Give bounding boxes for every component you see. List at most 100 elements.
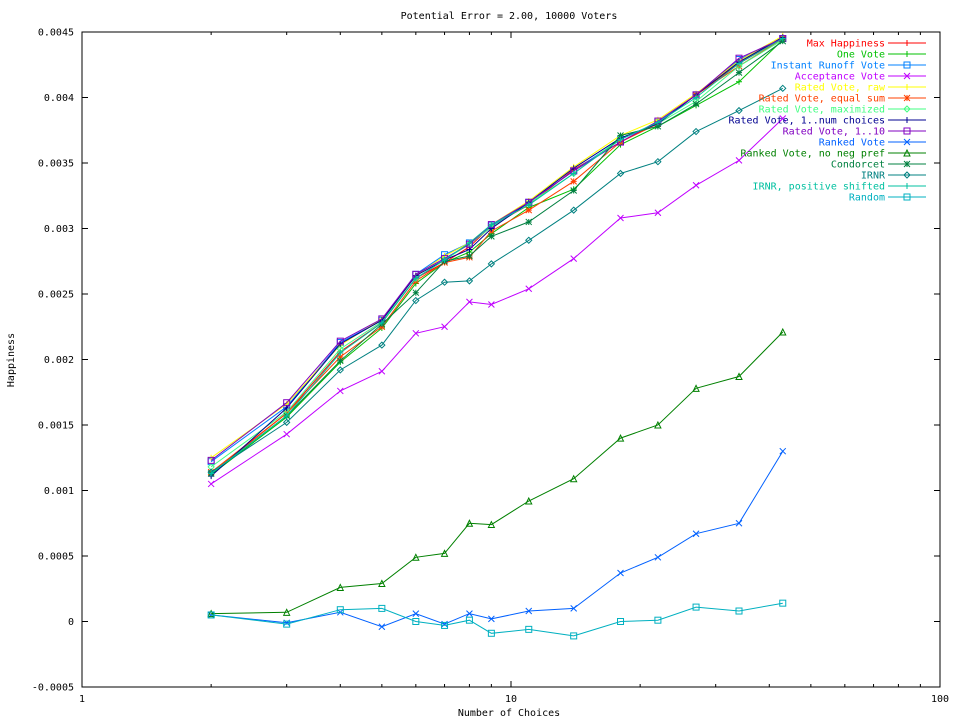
data-point bbox=[570, 632, 578, 640]
y-tick-label: 0 bbox=[68, 617, 74, 628]
legend-item: Rated Vote, 1..10 bbox=[783, 127, 926, 138]
data-point bbox=[412, 618, 420, 625]
data-point bbox=[736, 60, 743, 67]
data-point bbox=[207, 611, 215, 619]
data-point bbox=[525, 285, 533, 293]
legend-label: Rated Vote, raw bbox=[795, 83, 886, 94]
data-point bbox=[654, 122, 662, 130]
data-point bbox=[570, 177, 578, 185]
legend-label: Acceptance Vote bbox=[795, 72, 885, 83]
data-point bbox=[337, 349, 344, 356]
data-point bbox=[336, 606, 344, 614]
data-point bbox=[336, 387, 344, 395]
data-point bbox=[465, 277, 474, 285]
data-point bbox=[525, 607, 533, 615]
data-point bbox=[617, 569, 624, 577]
data-point bbox=[283, 620, 291, 628]
data-point bbox=[208, 470, 215, 477]
data-point bbox=[487, 260, 496, 268]
data-point bbox=[692, 127, 700, 136]
legend-marker bbox=[903, 148, 911, 157]
data-point bbox=[735, 607, 743, 615]
data-point bbox=[735, 519, 743, 527]
y-tick-label: 0.0025 bbox=[38, 290, 74, 301]
data-point bbox=[692, 603, 700, 611]
data-point bbox=[412, 553, 420, 561]
series-group bbox=[207, 35, 787, 464]
legend-item: Rated Vote, maximized bbox=[759, 105, 926, 116]
x-tick-label: 100 bbox=[931, 694, 949, 705]
data-point bbox=[525, 236, 533, 244]
legend-marker bbox=[903, 193, 911, 201]
legend-item: One Vote bbox=[837, 50, 926, 61]
legend-marker bbox=[903, 72, 911, 80]
y-tick-label: 0.002 bbox=[44, 355, 74, 366]
series-group bbox=[207, 115, 787, 488]
data-point bbox=[378, 579, 386, 588]
x-axis-ticks: 1 10 100 bbox=[79, 32, 949, 705]
data-point bbox=[336, 366, 344, 374]
x-tick-label: 10 bbox=[505, 694, 517, 705]
y-tick-label: 0.004 bbox=[44, 93, 74, 104]
legend-label: Rated Vote, maximized bbox=[759, 105, 885, 116]
data-point bbox=[488, 615, 495, 623]
data-point bbox=[617, 618, 625, 625]
data-point bbox=[412, 296, 420, 305]
data-point bbox=[336, 583, 345, 591]
data-point bbox=[735, 157, 743, 164]
y-tick-label: -0.0005 bbox=[32, 683, 74, 694]
data-point bbox=[692, 100, 700, 108]
data-point bbox=[692, 384, 700, 392]
data-point bbox=[378, 604, 386, 612]
data-point bbox=[283, 399, 291, 407]
data-point bbox=[378, 319, 385, 326]
data-point bbox=[487, 629, 495, 637]
data-point bbox=[617, 132, 624, 139]
legend-item: IRNR, positive shifted bbox=[753, 182, 926, 193]
data-point bbox=[466, 252, 473, 260]
y-tick-label: 0.0005 bbox=[38, 552, 74, 563]
data-point bbox=[524, 496, 533, 505]
data-point bbox=[412, 289, 420, 297]
data-point bbox=[207, 463, 215, 471]
data-point bbox=[412, 610, 420, 617]
legend-marker bbox=[904, 51, 910, 57]
y-axis-ticks: -0.0005 0 0.0005 0.001 0.0015 0.002 0.0025 0.00… bbox=[32, 28, 940, 694]
data-point bbox=[525, 218, 533, 226]
data-point bbox=[207, 456, 215, 464]
legend-item: Rated Vote, 1..num choices bbox=[728, 116, 926, 127]
legend-label: IRNR bbox=[861, 171, 886, 182]
data-point bbox=[282, 608, 291, 616]
series-group bbox=[207, 327, 787, 618]
legend-label: Instant Runoff Vote bbox=[771, 61, 885, 72]
legend-item: Ranked Vote bbox=[819, 138, 926, 149]
data-point bbox=[692, 530, 700, 538]
legend-marker bbox=[903, 127, 911, 135]
data-point bbox=[569, 206, 578, 214]
data-point bbox=[488, 221, 495, 228]
legend-label: IRNR, positive shifted bbox=[753, 182, 885, 193]
legend-item: IRNR bbox=[861, 171, 926, 182]
data-point bbox=[440, 549, 449, 557]
data-point bbox=[378, 367, 386, 375]
legend-label: Max Happiness bbox=[807, 39, 885, 50]
data-point bbox=[488, 233, 495, 240]
data-point bbox=[654, 209, 662, 217]
data-point bbox=[336, 353, 344, 361]
data-point bbox=[207, 480, 215, 488]
legend-label: Condorcet bbox=[831, 160, 885, 171]
data-point bbox=[570, 605, 578, 612]
data-point bbox=[378, 623, 386, 631]
legend-label: Random bbox=[849, 193, 885, 204]
data-point bbox=[283, 412, 290, 419]
series-group bbox=[207, 599, 787, 640]
y-tick-label: 0.0045 bbox=[38, 28, 74, 39]
legend-item: Instant Runoff Vote bbox=[771, 61, 926, 72]
data-point bbox=[654, 420, 662, 429]
data-point bbox=[441, 256, 448, 263]
data-point bbox=[488, 301, 495, 308]
data-point bbox=[207, 609, 215, 618]
data-point bbox=[441, 621, 449, 629]
